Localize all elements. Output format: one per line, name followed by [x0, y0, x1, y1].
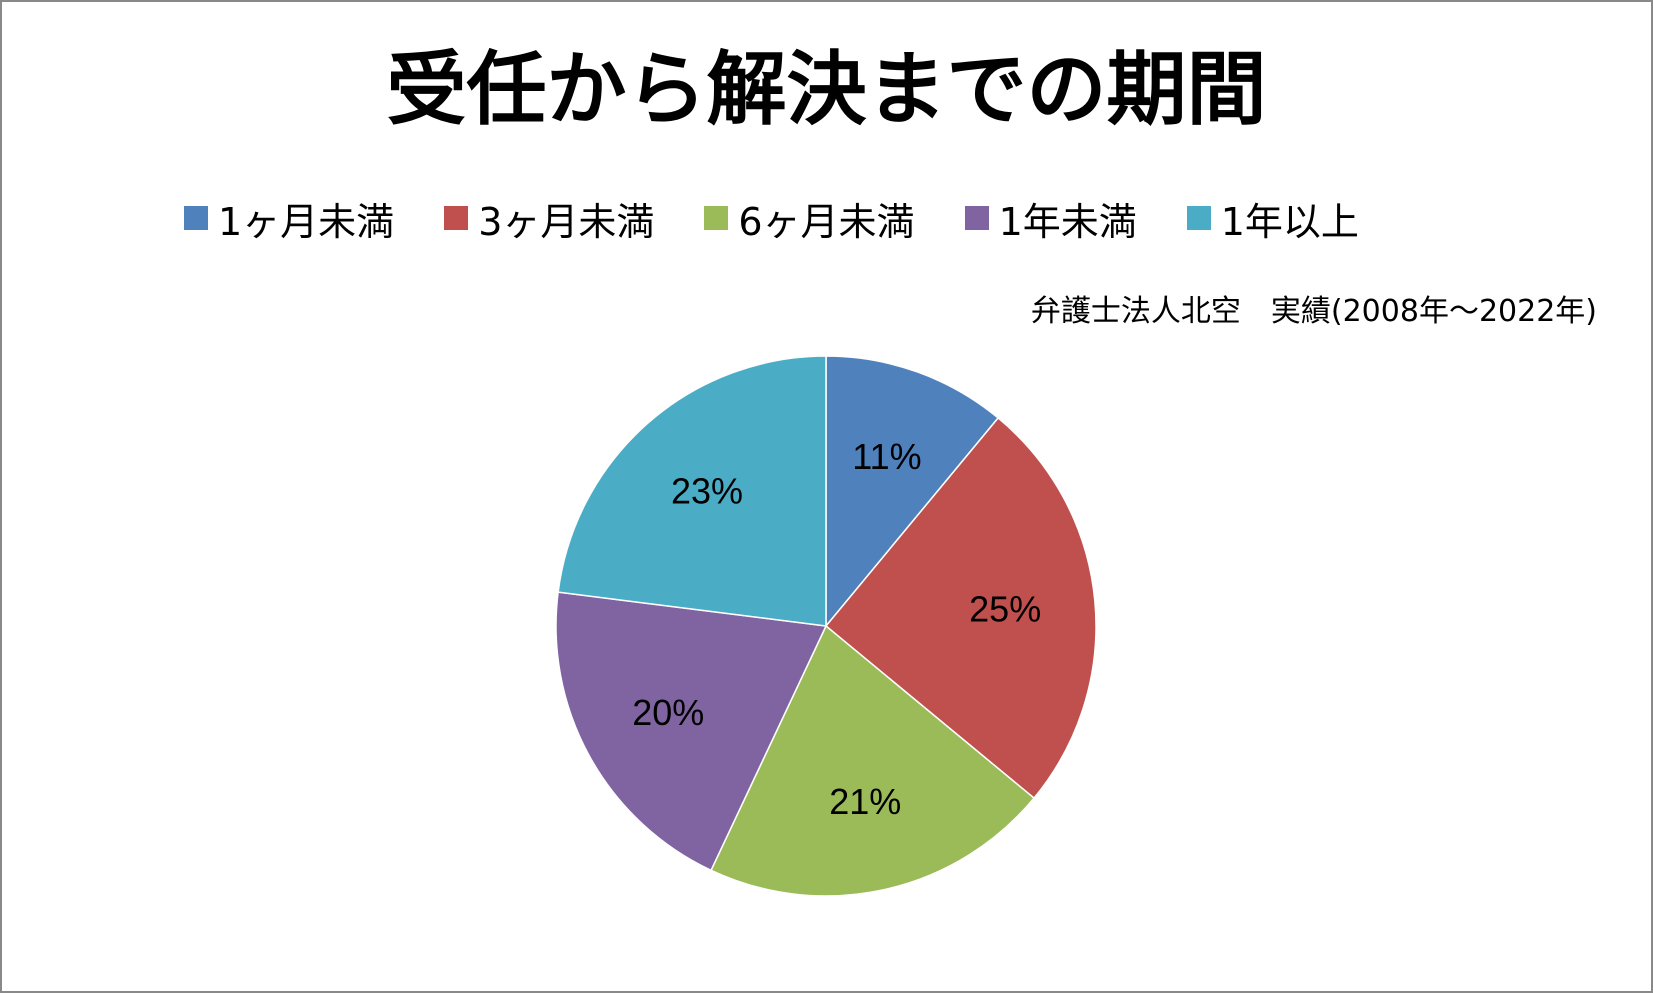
legend-swatch [184, 206, 208, 230]
chart-title: 受任から解決までの期間 [386, 43, 1267, 136]
slice-data-label: 25% [969, 589, 1041, 630]
slice-data-label: 23% [671, 471, 743, 512]
pie-slice [557, 355, 827, 627]
legend-item: 6ヶ月未満 [704, 191, 915, 246]
slice-data-label: 11% [852, 436, 921, 477]
chart-subtitle: 弁護士法人北空 実績(2008年～2022年) [1030, 294, 1597, 329]
pie-slice [555, 591, 828, 872]
chart-legend: 1ヶ月未満 3ヶ月未満 6ヶ月未満 1年未満 1年以上 [184, 190, 1359, 246]
pie-slice [824, 416, 1097, 800]
legend-swatch [964, 206, 989, 230]
legend-item: 1ヶ月未満 [184, 191, 394, 246]
pie-slice [710, 624, 1036, 897]
legend-item: 3ヶ月未満 [444, 191, 654, 246]
legend-item: 1年以上 [1186, 191, 1359, 246]
legend-swatch [444, 206, 469, 230]
legend-label: 3ヶ月未満 [478, 199, 655, 244]
legend-label: 1ヶ月未満 [218, 199, 395, 244]
legend-label: 6ヶ月未満 [738, 199, 915, 244]
legend-item: 1年未満 [964, 191, 1137, 246]
slice-data-label: 20% [632, 692, 704, 733]
legend-label: 1年以上 [1220, 199, 1359, 244]
legend-swatch [704, 206, 729, 230]
legend-label: 1年未満 [998, 199, 1137, 244]
legend-swatch [1186, 206, 1211, 230]
slice-data-label: 21% [829, 781, 901, 822]
pie-slice [825, 355, 1000, 629]
